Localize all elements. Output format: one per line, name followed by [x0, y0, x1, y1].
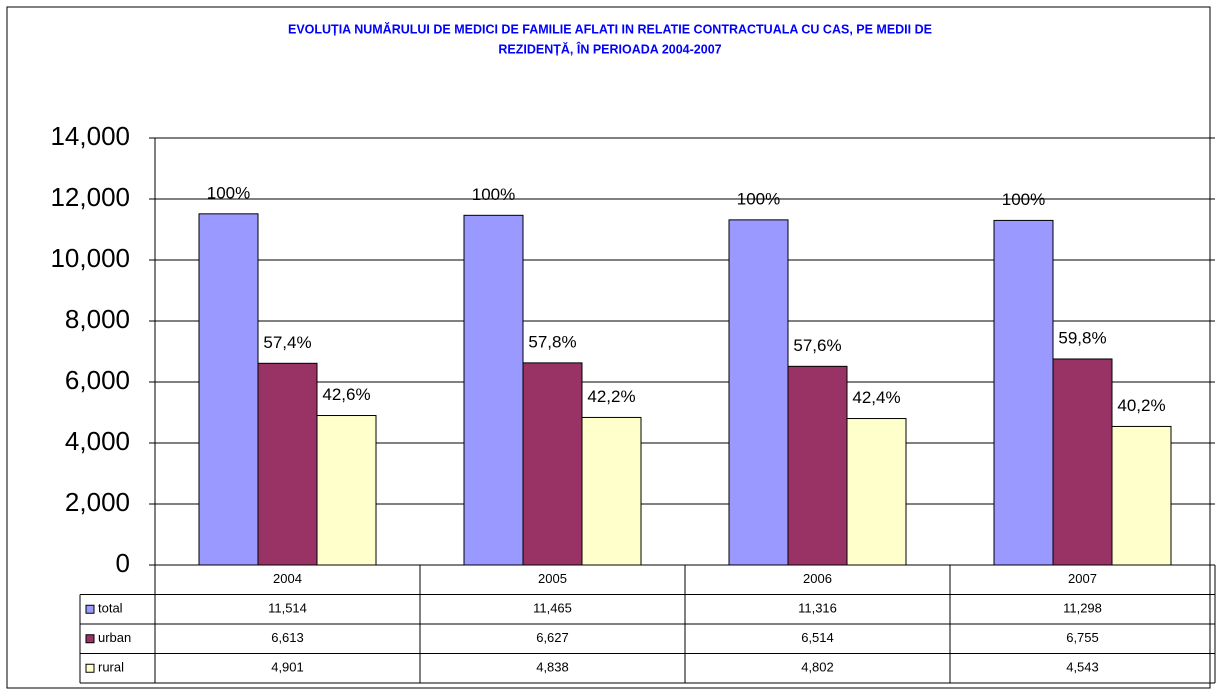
bar: [846, 418, 907, 566]
x-tick-label: 2007: [1068, 571, 1097, 586]
table-cell: 6,514: [801, 630, 834, 645]
bar: [993, 219, 1054, 566]
bar: [316, 415, 377, 566]
bar: [728, 219, 789, 566]
bar-label: 42,6%: [322, 385, 370, 404]
table-cell: 11,316: [798, 601, 837, 616]
legend-label: urban: [98, 630, 131, 645]
y-tick-label: 8,000: [65, 304, 130, 334]
legend-swatch: [85, 634, 95, 644]
y-tick-label: 10,000: [50, 243, 130, 273]
table-cell: 6,755: [1066, 630, 1099, 645]
bar: [522, 362, 583, 566]
bar-label: 57,8%: [528, 332, 576, 351]
bar-label: 40,2%: [1117, 396, 1165, 415]
chart-title: EVOLUȚIA NUMĂRULUI DE MEDICI DE FAMILIE …: [288, 21, 932, 36]
table-cell: 11,298: [1063, 601, 1102, 616]
bar: [1111, 425, 1172, 566]
table-cell: 11,465: [533, 601, 572, 616]
bar: [787, 365, 848, 566]
bar-label: 100%: [207, 183, 250, 202]
bar-label: 100%: [472, 185, 515, 204]
bar-label: 57,6%: [793, 336, 841, 355]
table-cell: 4,543: [1066, 660, 1099, 675]
bar: [257, 362, 318, 566]
table-cell: 6,627: [536, 630, 569, 645]
table-cell: 4,802: [801, 660, 834, 675]
x-tick-label: 2006: [803, 571, 832, 586]
y-tick-label: 6,000: [65, 365, 130, 395]
bar-label: 100%: [737, 189, 780, 208]
x-tick-label: 2004: [273, 571, 302, 586]
y-tick-label: 2,000: [65, 487, 130, 517]
chart-title: REZIDENȚĂ, ÎN PERIOADA 2004-2007: [498, 41, 721, 56]
bar: [1052, 358, 1113, 566]
bar: [463, 214, 524, 566]
legend-swatch: [85, 604, 95, 614]
bar-label: 59,8%: [1058, 328, 1106, 347]
y-tick-label: 0: [116, 548, 130, 578]
bar-label: 42,4%: [852, 388, 900, 407]
bar: [581, 416, 642, 566]
bar: [198, 213, 259, 566]
bar-label: 42,2%: [587, 387, 635, 406]
y-tick-label: 14,000: [50, 121, 130, 151]
y-tick-label: 12,000: [50, 182, 130, 212]
bar-label: 100%: [1002, 190, 1045, 209]
y-tick-label: 4,000: [65, 426, 130, 456]
table-cell: 4,901: [271, 660, 304, 675]
table-cell: 4,838: [536, 660, 569, 675]
legend-swatch: [85, 663, 95, 673]
table-cell: 11,514: [268, 601, 307, 616]
bar-label: 57,4%: [263, 333, 311, 352]
legend-label: total: [98, 601, 123, 616]
table-cell: 6,613: [271, 630, 304, 645]
x-tick-label: 2005: [538, 571, 567, 586]
legend-label: rural: [98, 660, 124, 675]
